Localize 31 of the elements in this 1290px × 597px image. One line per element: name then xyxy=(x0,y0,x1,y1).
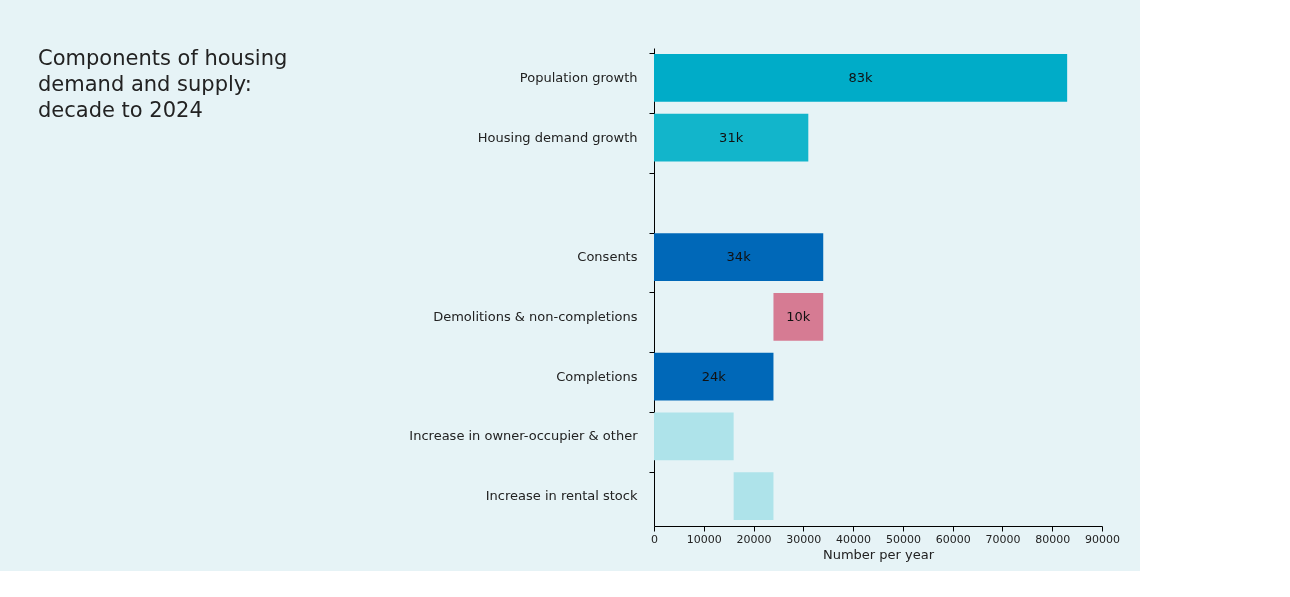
y-tick-label: Population growth xyxy=(519,69,638,85)
data-label: 83k xyxy=(848,69,874,85)
x-tick-label: 0 xyxy=(651,532,658,546)
x-tick-label: 70000 xyxy=(985,532,1021,546)
y-tick-label: Demolitions & non-completions xyxy=(433,308,638,324)
bar xyxy=(654,113,809,162)
y-tick-label: Completions xyxy=(556,368,638,384)
x-tick-label: 20000 xyxy=(736,532,772,546)
x-tick-label: 30000 xyxy=(786,532,822,546)
data-label: 31k xyxy=(719,129,744,145)
data-label: 34k xyxy=(726,249,752,265)
y-tick-label: Increase in rental stock xyxy=(485,488,638,504)
bar xyxy=(654,53,1068,102)
y-tick-label: Increase in owner-occupier & other xyxy=(409,428,639,444)
text: Components of housing demand and supply: decade to 2024 xyxy=(38,46,288,122)
data-label: 10k xyxy=(786,308,811,324)
bar xyxy=(773,292,824,341)
x-tick-label: 90000 xyxy=(1085,532,1120,546)
data-label: 24k xyxy=(701,368,727,384)
bar xyxy=(654,352,774,401)
bar xyxy=(654,233,824,282)
y-tick-label: Consents xyxy=(577,249,638,265)
x-tick-label: 50000 xyxy=(885,532,921,546)
y-tick-label: Housing demand growth xyxy=(477,129,638,145)
bar xyxy=(733,472,774,521)
x-tick-label: 10000 xyxy=(686,532,722,546)
x-tick-label: 80000 xyxy=(1035,532,1071,546)
x-tick-label: 40000 xyxy=(836,532,872,546)
x-axis-title: Number per year xyxy=(822,546,935,562)
bar xyxy=(654,412,734,461)
x-tick-label: 60000 xyxy=(935,532,971,546)
